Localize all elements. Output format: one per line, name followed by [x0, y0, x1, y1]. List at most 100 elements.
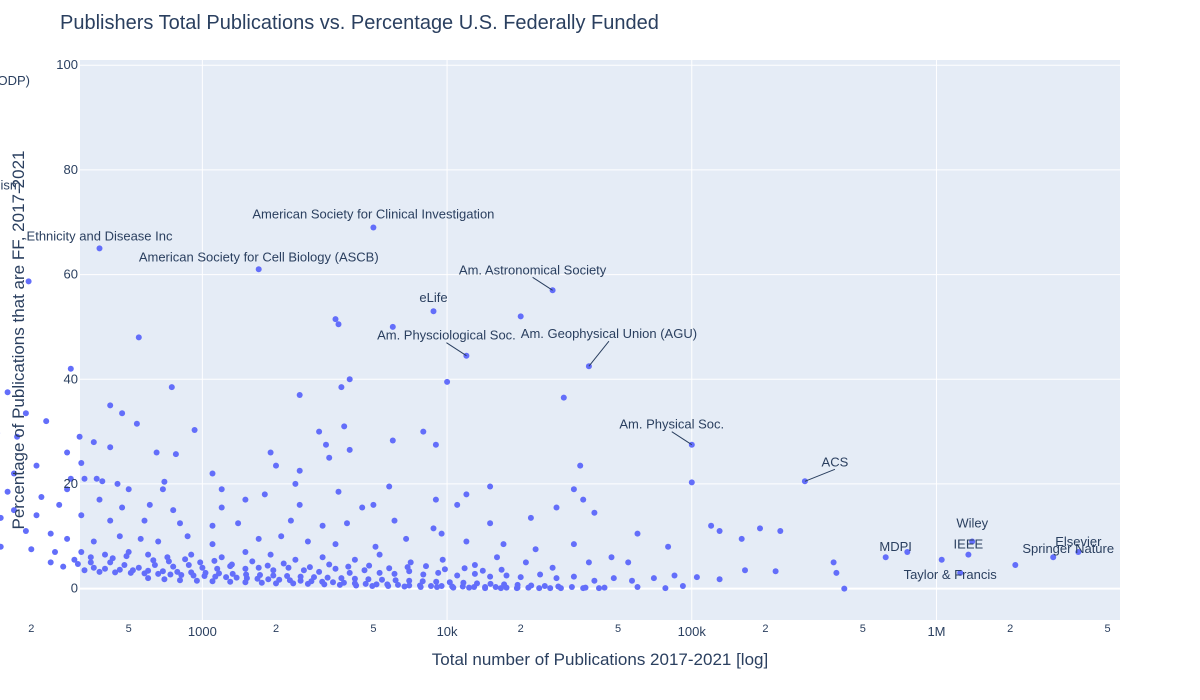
data-point[interactable] [497, 585, 504, 592]
data-point[interactable] [361, 567, 368, 574]
data-point[interactable] [454, 501, 461, 508]
data-point[interactable] [151, 562, 158, 568]
data-point[interactable] [346, 569, 353, 576]
data-point[interactable] [228, 561, 235, 568]
data-point[interactable] [369, 583, 376, 589]
data-point[interactable] [351, 556, 358, 563]
data-point[interactable] [311, 574, 317, 581]
data-point[interactable] [71, 556, 78, 563]
data-point[interactable] [116, 533, 123, 540]
data-point[interactable] [257, 572, 263, 578]
data-point[interactable] [441, 566, 448, 573]
data-point[interactable] [193, 577, 200, 584]
data-point[interactable] [742, 567, 748, 574]
data-point[interactable] [249, 558, 256, 565]
data-point[interactable] [33, 462, 40, 469]
data-point[interactable] [376, 569, 383, 576]
data-point[interactable] [370, 501, 377, 508]
data-point[interactable] [341, 423, 348, 430]
data-point[interactable] [81, 475, 88, 482]
data-point[interactable] [316, 428, 323, 435]
data-point[interactable] [492, 584, 499, 590]
data-point[interactable] [273, 580, 279, 587]
data-point[interactable] [494, 554, 500, 561]
data-point[interactable] [145, 551, 152, 558]
data-point[interactable] [135, 564, 142, 571]
data-point[interactable] [90, 564, 97, 571]
data-point[interactable] [297, 577, 304, 584]
data-point[interactable] [345, 563, 352, 570]
data-point[interactable] [165, 558, 172, 565]
data-point[interactable] [214, 565, 221, 572]
data-point[interactable] [332, 565, 339, 572]
data-point[interactable] [78, 512, 85, 519]
data-point[interactable] [109, 555, 116, 562]
data-point[interactable] [432, 441, 439, 448]
data-point[interactable] [517, 574, 524, 581]
data-point[interactable] [287, 517, 294, 524]
data-point[interactable] [47, 559, 54, 566]
data-point[interactable] [267, 449, 274, 456]
data-point[interactable] [121, 562, 128, 568]
data-point[interactable] [64, 535, 71, 542]
data-point[interactable] [11, 507, 17, 514]
data-point[interactable] [417, 584, 424, 590]
data-point[interactable] [125, 486, 132, 493]
data-point[interactable] [391, 570, 398, 577]
data-point[interactable] [487, 573, 494, 580]
data-point[interactable] [420, 571, 427, 578]
data-point[interactable] [300, 567, 307, 574]
data-point[interactable] [319, 522, 326, 529]
data-point[interactable] [285, 564, 292, 571]
data-point[interactable] [392, 577, 399, 584]
data-point[interactable] [123, 553, 130, 560]
data-point[interactable] [326, 454, 333, 461]
data-point[interactable] [438, 583, 445, 589]
data-point[interactable] [167, 571, 174, 578]
data-point[interactable] [446, 579, 453, 586]
data-point[interactable] [466, 584, 473, 591]
data-point[interactable] [218, 504, 225, 511]
data-point[interactable] [487, 580, 494, 587]
data-point[interactable] [107, 517, 114, 524]
data-point[interactable] [90, 538, 97, 545]
data-point[interactable] [471, 570, 478, 577]
data-point[interactable] [38, 494, 45, 500]
data-point[interactable] [634, 530, 641, 537]
data-point[interactable] [688, 479, 695, 486]
data-point[interactable] [629, 577, 635, 584]
data-point[interactable] [185, 562, 192, 568]
data-point[interactable] [96, 245, 103, 252]
data-point[interactable] [513, 585, 520, 592]
data-point[interactable] [625, 559, 632, 566]
data-point[interactable] [570, 573, 577, 580]
data-point[interactable] [229, 570, 236, 577]
data-point[interactable] [555, 583, 562, 590]
data-point[interactable] [99, 478, 106, 485]
data-point[interactable] [267, 551, 274, 558]
data-point[interactable] [463, 538, 470, 545]
data-point[interactable] [532, 546, 539, 553]
data-point[interactable] [568, 584, 575, 590]
data-point[interactable] [209, 541, 216, 548]
data-point[interactable] [541, 583, 548, 589]
data-point[interactable] [335, 488, 342, 495]
data-point[interactable] [112, 569, 119, 576]
data-point[interactable] [351, 575, 358, 582]
data-point[interactable] [487, 520, 494, 527]
data-point[interactable] [479, 567, 486, 574]
data-point[interactable] [87, 559, 94, 566]
data-point[interactable] [395, 581, 401, 588]
data-point[interactable] [255, 266, 262, 273]
data-point[interactable] [716, 576, 723, 583]
data-point[interactable] [90, 439, 97, 446]
data-point[interactable] [284, 573, 291, 579]
data-point[interactable] [270, 567, 277, 574]
data-point[interactable] [601, 584, 608, 591]
data-point[interactable] [324, 574, 331, 581]
data-point[interactable] [474, 580, 480, 587]
data-point[interactable] [273, 462, 279, 469]
data-point[interactable] [957, 569, 964, 576]
data-point[interactable] [323, 441, 329, 448]
data-point[interactable] [404, 564, 411, 571]
